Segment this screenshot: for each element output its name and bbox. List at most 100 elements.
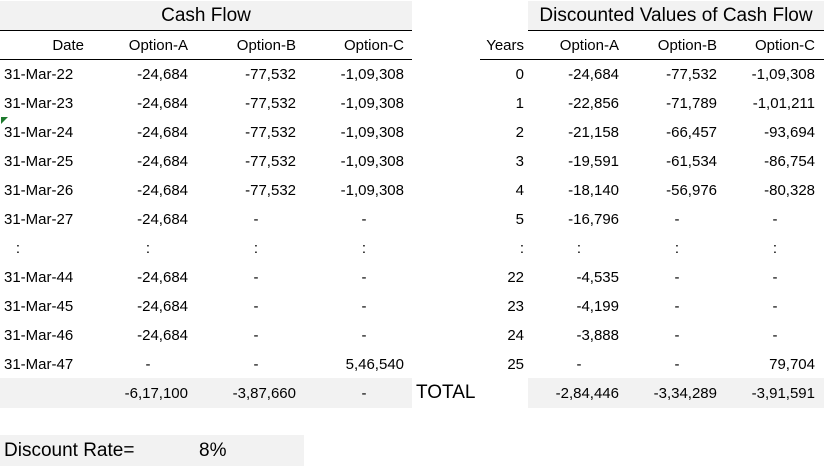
cash-flow-cell: : bbox=[15, 240, 20, 257]
cash-flow-cell: -24,684 bbox=[137, 327, 188, 344]
discounted-cell: 23 bbox=[507, 298, 524, 315]
discounted-cell: - bbox=[772, 327, 778, 344]
discounted-header-1: Option-A bbox=[559, 37, 619, 54]
discounted-cell: : bbox=[772, 240, 778, 257]
cell-error-indicator-icon bbox=[1, 117, 8, 124]
discounted-cell: -71,789 bbox=[666, 95, 717, 112]
discounted-cell: -19,591 bbox=[568, 153, 619, 170]
discount-rate-label: Discount Rate= bbox=[4, 440, 135, 461]
discounted-cell: 22 bbox=[507, 269, 524, 286]
discounted-cell: 79,704 bbox=[769, 356, 815, 373]
discounted-cell: 4 bbox=[515, 182, 524, 199]
discounted-cell: -77,532 bbox=[666, 66, 717, 83]
cash-flow-cell: -1,09,308 bbox=[340, 182, 404, 199]
cash-flow-cell: 5,46,540 bbox=[345, 356, 404, 373]
discounted-cell: - bbox=[674, 327, 680, 344]
cash-flow-cell: -1,09,308 bbox=[340, 66, 404, 83]
cash-flow-cell: : bbox=[253, 240, 259, 257]
cash-flow-cell: -77,532 bbox=[245, 182, 296, 199]
cash-flow-cell: -1,09,308 bbox=[340, 153, 404, 170]
cash-flow-total: -6,17,100 bbox=[124, 385, 188, 402]
discounted-cell: 24 bbox=[507, 327, 524, 344]
cash-flow-cell: - bbox=[253, 327, 259, 344]
cash-flow-total-bg bbox=[0, 378, 412, 408]
cash-flow-total: - bbox=[361, 385, 367, 402]
discounted-cell: - bbox=[674, 356, 680, 373]
cash-flow-cell: 31-Mar-46 bbox=[4, 327, 74, 344]
discounted-cell: -61,534 bbox=[666, 153, 717, 170]
cash-flow-cell: 31-Mar-22 bbox=[4, 66, 74, 83]
discounted-cell: -3,888 bbox=[576, 327, 619, 344]
discounted-cell: : bbox=[576, 240, 582, 257]
discounted-cell: - bbox=[674, 211, 680, 228]
discounted-cell: 5 bbox=[515, 211, 524, 228]
cash-flow-cell: 31-Mar-23 bbox=[4, 95, 74, 112]
discounted-cell: -4,199 bbox=[576, 298, 619, 315]
discounted-cell: -1,09,308 bbox=[751, 66, 815, 83]
discounted-cell: -93,694 bbox=[764, 124, 815, 141]
discounted-cell: -66,457 bbox=[666, 124, 717, 141]
cash-flow-cell: - bbox=[361, 269, 367, 286]
discounted-cell: -80,328 bbox=[764, 182, 815, 199]
cash-flow-cell: 31-Mar-24 bbox=[4, 124, 74, 141]
discounted-cell: : bbox=[519, 240, 524, 257]
discounted-cell: -18,140 bbox=[568, 182, 619, 199]
discounted-total-bg bbox=[528, 378, 824, 408]
cash-flow-cell: -24,684 bbox=[137, 182, 188, 199]
cash-flow-cell: -24,684 bbox=[137, 211, 188, 228]
cash-flow-total: -3,87,660 bbox=[232, 385, 296, 402]
cash-flow-cell: - bbox=[253, 211, 259, 228]
cash-flow-cell: - bbox=[361, 298, 367, 315]
cash-flow-cell: - bbox=[361, 327, 367, 344]
cash-flow-cell: -77,532 bbox=[245, 124, 296, 141]
discounted-cell: -1,01,211 bbox=[752, 95, 815, 112]
cash-flow-cell: - bbox=[145, 356, 151, 373]
discounted-cell: : bbox=[674, 240, 680, 257]
cash-flow-cell: 31-Mar-26 bbox=[4, 182, 74, 199]
discounted-title: Discounted Values of Cash Flow bbox=[539, 5, 813, 26]
discounted-cell: -4,535 bbox=[576, 269, 619, 286]
discounted-cell: - bbox=[576, 356, 582, 373]
discounted-cell: - bbox=[772, 298, 778, 315]
cash-flow-cell: -77,532 bbox=[245, 95, 296, 112]
cash-flow-cell: -24,684 bbox=[137, 124, 188, 141]
discounted-header-border bbox=[480, 59, 824, 60]
discounted-header-2: Option-B bbox=[657, 37, 717, 54]
discounted-cell: 1 bbox=[515, 95, 524, 112]
cash-flow-cell: -77,532 bbox=[245, 66, 296, 83]
cash-flow-cell: -77,532 bbox=[245, 153, 296, 170]
cash-flow-header-3: Option-C bbox=[343, 37, 404, 54]
discounted-cell: -16,796 bbox=[568, 211, 619, 228]
discounted-cell: - bbox=[674, 298, 680, 315]
discounted-cell: -24,684 bbox=[568, 66, 619, 83]
cash-flow-cell: -1,09,308 bbox=[340, 95, 404, 112]
cash-flow-header-1: Option-A bbox=[128, 37, 188, 54]
discounted-cell: - bbox=[772, 211, 778, 228]
cash-flow-cell: - bbox=[253, 356, 259, 373]
cash-flow-header-2: Option-B bbox=[236, 37, 296, 54]
cash-flow-header-0: Date bbox=[52, 37, 84, 54]
discounted-cell: 2 bbox=[515, 124, 524, 141]
cash-flow-cell: : bbox=[361, 240, 367, 257]
cash-flow-cell: -24,684 bbox=[137, 66, 188, 83]
cash-flow-cell: : bbox=[145, 240, 151, 257]
cash-flow-title-bg bbox=[0, 1, 412, 30]
discounted-cell: -22,856 bbox=[568, 95, 619, 112]
discounted-total: -3,91,591 bbox=[751, 385, 815, 402]
cash-flow-cell: 31-Mar-45 bbox=[4, 298, 74, 315]
cash-flow-cell: 31-Mar-25 bbox=[4, 153, 74, 170]
discounted-cell: - bbox=[772, 269, 778, 286]
discounted-cell: 3 bbox=[515, 153, 524, 170]
discount-rate-value: 8% bbox=[199, 440, 227, 461]
discounted-total: -2,84,446 bbox=[555, 385, 619, 402]
total-label: TOTAL bbox=[416, 382, 476, 403]
discounted-total: -3,34,289 bbox=[653, 385, 717, 402]
cash-flow-cell: - bbox=[253, 298, 259, 315]
cash-flow-cell: 31-Mar-47 bbox=[4, 356, 74, 373]
cash-flow-cell: -24,684 bbox=[137, 153, 188, 170]
cash-flow-cell: - bbox=[253, 269, 259, 286]
discounted-title-bg bbox=[528, 1, 824, 30]
cash-flow-cell: -24,684 bbox=[137, 269, 188, 286]
cash-flow-cell: -24,684 bbox=[137, 95, 188, 112]
cash-flow-cell: -24,684 bbox=[137, 298, 188, 315]
